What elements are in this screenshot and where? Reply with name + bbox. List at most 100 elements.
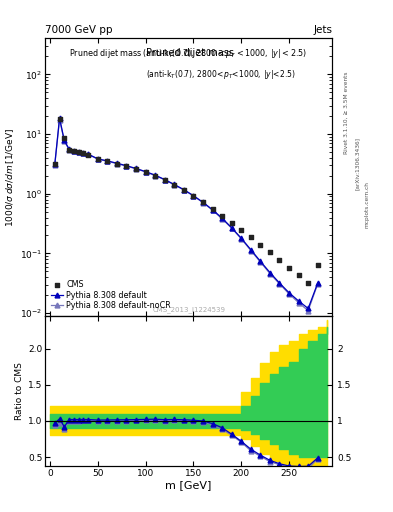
Pythia 8.308 default [239,235,244,241]
Y-axis label: Ratio to CMS: Ratio to CMS [15,362,24,420]
Pythia 8.308 default-noCR [220,216,224,222]
CMS [95,155,101,163]
CMS [162,176,168,184]
CMS [57,115,63,123]
CMS [71,147,77,155]
Pythia 8.308 default-noCR [153,173,158,179]
Pythia 8.308 default [105,158,110,164]
Pythia 8.308 default-noCR [287,291,292,297]
CMS [296,271,302,280]
Pythia 8.308 default-noCR [95,156,100,162]
CMS [248,233,254,241]
Pythia 8.308 default-noCR [248,247,253,253]
Pythia 8.308 default [76,148,81,155]
Pythia 8.308 default [72,147,76,154]
CMS [190,192,196,200]
Pythia 8.308 default [153,172,158,178]
CMS [133,165,139,173]
CMS [114,160,120,168]
Pythia 8.308 default-noCR [76,149,81,155]
Pythia 8.308 default [230,225,234,231]
Pythia 8.308 default [248,247,253,253]
Pythia 8.308 default [210,207,215,213]
CMS [305,279,311,287]
Pythia 8.308 default [143,168,148,175]
Pythia 8.308 default-noCR [67,146,72,153]
CMS [85,151,91,159]
Pythia 8.308 default [296,298,301,304]
Line: Pythia 8.308 default: Pythia 8.308 default [52,116,320,311]
Pythia 8.308 default-noCR [72,148,76,154]
CMS [209,205,216,213]
Pythia 8.308 default [134,165,138,172]
Pythia 8.308 default [162,177,167,183]
CMS [257,241,264,249]
CMS [229,219,235,227]
Pythia 8.308 default-noCR [239,236,244,242]
CMS [66,145,72,154]
Text: mcplots.cern.ch: mcplots.cern.ch [365,181,370,228]
Pythia 8.308 default [306,305,310,311]
Pythia 8.308 default-noCR [143,169,148,175]
Pythia 8.308 default [124,163,129,169]
Pythia 8.308 default [220,215,224,221]
CMS [123,162,130,170]
Text: Pruned dijet mass$\,({\rm anti\text{-}k}_T(0.7),\,2800<p_T<1000,\,|y|<2.5)$: Pruned dijet mass$\,({\rm anti\text{-}k}… [70,47,308,60]
Pythia 8.308 default [62,137,67,143]
Pythia 8.308 default [258,258,263,264]
Pythia 8.308 default-noCR [277,281,282,287]
Pythia 8.308 default-noCR [258,259,263,265]
Pythia 8.308 default-noCR [210,207,215,214]
Pythia 8.308 default [86,151,90,157]
CMS [181,186,187,194]
Pythia 8.308 default [95,156,100,162]
CMS [200,198,206,206]
Pythia 8.308 default-noCR [182,187,186,193]
Pythia 8.308 default-noCR [172,182,177,188]
Pythia 8.308 default-noCR [86,152,90,158]
Pythia 8.308 default [52,161,57,167]
Pythia 8.308 default-noCR [296,300,301,306]
Pythia 8.308 default [115,160,119,166]
Y-axis label: $1000/\sigma\,d\sigma/dm\,[1/\mathrm{GeV}]$: $1000/\sigma\,d\sigma/dm\,[1/\mathrm{GeV… [4,127,16,227]
Pythia 8.308 default-noCR [52,162,57,168]
CMS [276,256,283,264]
CMS [315,261,321,269]
Pythia 8.308 default-noCR [115,161,119,167]
Pythia 8.308 default [268,269,272,275]
Pythia 8.308 default [316,280,320,286]
Pythia 8.308 default-noCR [191,193,196,199]
Pythia 8.308 default [67,146,72,152]
Text: $(\mathrm{anti\text{-}k}_T(0.7),\,2800\!<\!p_T\!<\!1000,\,|y|\!<\!2.5)$: $(\mathrm{anti\text{-}k}_T(0.7),\,2800\!… [145,68,296,80]
CMS [143,168,149,176]
Pythia 8.308 default [172,181,177,187]
CMS [171,181,178,189]
Text: Jets: Jets [313,25,332,35]
Text: CMS_2013_I1224539: CMS_2013_I1224539 [152,306,225,313]
Pythia 8.308 default-noCR [124,163,129,169]
Text: Rivet 3.1.10, ≥ 3.5M events: Rivet 3.1.10, ≥ 3.5M events [344,71,349,154]
CMS [238,226,244,234]
Pythia 8.308 default [182,186,186,193]
Text: [arXiv:1306.3436]: [arXiv:1306.3436] [355,137,360,190]
Text: Pruned dijet mass: Pruned dijet mass [145,48,233,58]
Line: Pythia 8.308 default-noCR: Pythia 8.308 default-noCR [52,117,320,313]
Pythia 8.308 default-noCR [105,158,110,164]
Pythia 8.308 default-noCR [81,150,86,156]
CMS [104,157,110,165]
CMS [61,134,68,142]
Pythia 8.308 default-noCR [62,138,67,144]
Pythia 8.308 default [277,280,282,286]
Pythia 8.308 default [191,193,196,199]
Pythia 8.308 default [287,290,292,296]
Pythia 8.308 default-noCR [57,116,62,122]
Pythia 8.308 default-noCR [306,308,310,314]
Pythia 8.308 default-noCR [230,225,234,231]
Pythia 8.308 default-noCR [201,200,206,206]
X-axis label: m [GeV]: m [GeV] [165,480,212,490]
Pythia 8.308 default [201,199,206,205]
CMS [51,160,58,168]
Legend: CMS, Pythia 8.308 default, Pythia 8.308 default-noCR: CMS, Pythia 8.308 default, Pythia 8.308 … [49,279,173,312]
Pythia 8.308 default-noCR [134,166,138,172]
CMS [286,264,292,272]
